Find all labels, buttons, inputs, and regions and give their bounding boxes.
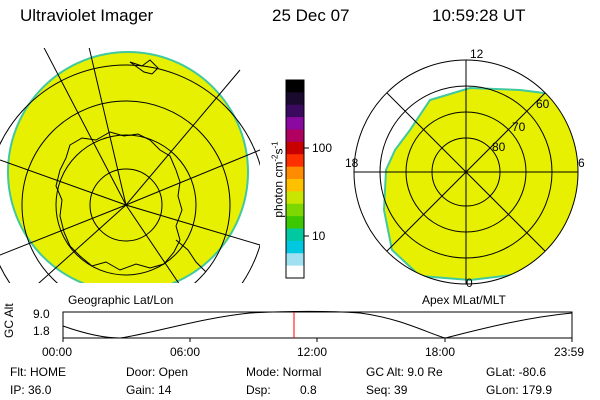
magnetic-map — [353, 59, 579, 285]
colorbar-cell — [286, 92, 304, 106]
orbit-ticks — [62, 338, 573, 342]
colorbar-cell — [286, 141, 304, 155]
mag-image-fill — [382, 86, 578, 282]
orbit-tick-0600: 06:00 — [170, 345, 201, 359]
flight-status: Flt: HOME — [10, 365, 66, 379]
geographic-label: Geographic Lat/Lon — [68, 293, 174, 307]
units-exp: -2 — [270, 154, 280, 162]
geo-grid-lines — [0, 48, 260, 283]
orbit-altitude-curve — [62, 311, 573, 339]
units-exp2: -1 — [270, 141, 280, 149]
colorbar-cell — [286, 104, 304, 118]
colorbar-cell — [286, 179, 304, 192]
orbit-tick-0000: 00:00 — [42, 345, 73, 359]
colorbar-cell — [286, 117, 304, 130]
colorbar-cell — [286, 80, 304, 93]
gain-value: Gain: 14 — [126, 383, 172, 397]
mlt-0-label: 0 — [466, 276, 473, 290]
orbit-ylabel: GC Alt — [2, 303, 16, 338]
colorbar-cell — [286, 240, 304, 254]
mlat-80-label: 80 — [492, 140, 506, 154]
time-label: 10:59:28 UT — [432, 6, 526, 25]
colorbar-cell — [286, 129, 304, 143]
gc-altitude: GC Alt: 9.0 Re — [366, 365, 443, 379]
colorbar-cell — [286, 253, 304, 267]
instrument-title: Ultraviolet Imager — [20, 6, 154, 25]
geographic-map — [0, 48, 260, 283]
orbit-plot — [62, 311, 573, 342]
orbit-tick-2359: 23:59 — [554, 345, 585, 359]
mag-grid-lines — [353, 59, 579, 285]
apex-label: Apex MLat/MLT — [422, 293, 506, 307]
mlat-60-label: 60 — [536, 97, 550, 111]
mlt-6-label: 6 — [578, 156, 585, 170]
units-text: photon cm — [271, 161, 286, 218]
orbit-y-bottom: 1.8 — [33, 324, 50, 338]
colorbar-scale — [286, 80, 304, 279]
sequence-number: Seq: 39 — [366, 383, 408, 397]
colorbar-cell — [286, 191, 304, 205]
dsp-value: 0.8 — [300, 383, 317, 397]
colorbar-cell — [286, 154, 304, 168]
mode-status: Mode: Normal — [246, 365, 322, 379]
colorbar-cell — [286, 216, 304, 229]
colorbar-cell — [286, 166, 304, 180]
orbit-tick-1200: 12:00 — [297, 345, 328, 359]
ip-value: IP: 36.0 — [10, 383, 52, 397]
glat-value: GLat: -80.6 — [486, 365, 547, 379]
geo-image-fill — [7, 51, 249, 283]
orbit-y-top: 9.0 — [33, 307, 50, 321]
colorbar-tick-100: 100 — [312, 141, 333, 155]
orbit-tick-1800: 18:00 — [425, 345, 456, 359]
colorbar-units-label: photon cm-2s-1 — [271, 141, 286, 217]
glon-value: GLon: 179.9 — [486, 383, 553, 397]
colorbar-cell — [286, 228, 304, 242]
mlat-70-label: 70 — [512, 120, 526, 134]
door-status: Door: Open — [126, 365, 189, 379]
units-s: s — [271, 148, 286, 155]
colorbar-tick-10: 10 — [312, 229, 326, 243]
colorbar — [285, 79, 309, 279]
colorbar-cell — [286, 203, 304, 217]
mlt-12-label: 12 — [470, 47, 484, 61]
antarctica-coastline — [55, 131, 183, 271]
mlt-18-label: 18 — [345, 156, 359, 170]
peninsula-coastline — [175, 239, 207, 273]
colorbar-cell — [286, 265, 304, 279]
continent-coastline — [129, 59, 159, 75]
date-label: 25 Dec 07 — [272, 6, 350, 25]
dsp-label: Dsp: — [246, 383, 271, 397]
